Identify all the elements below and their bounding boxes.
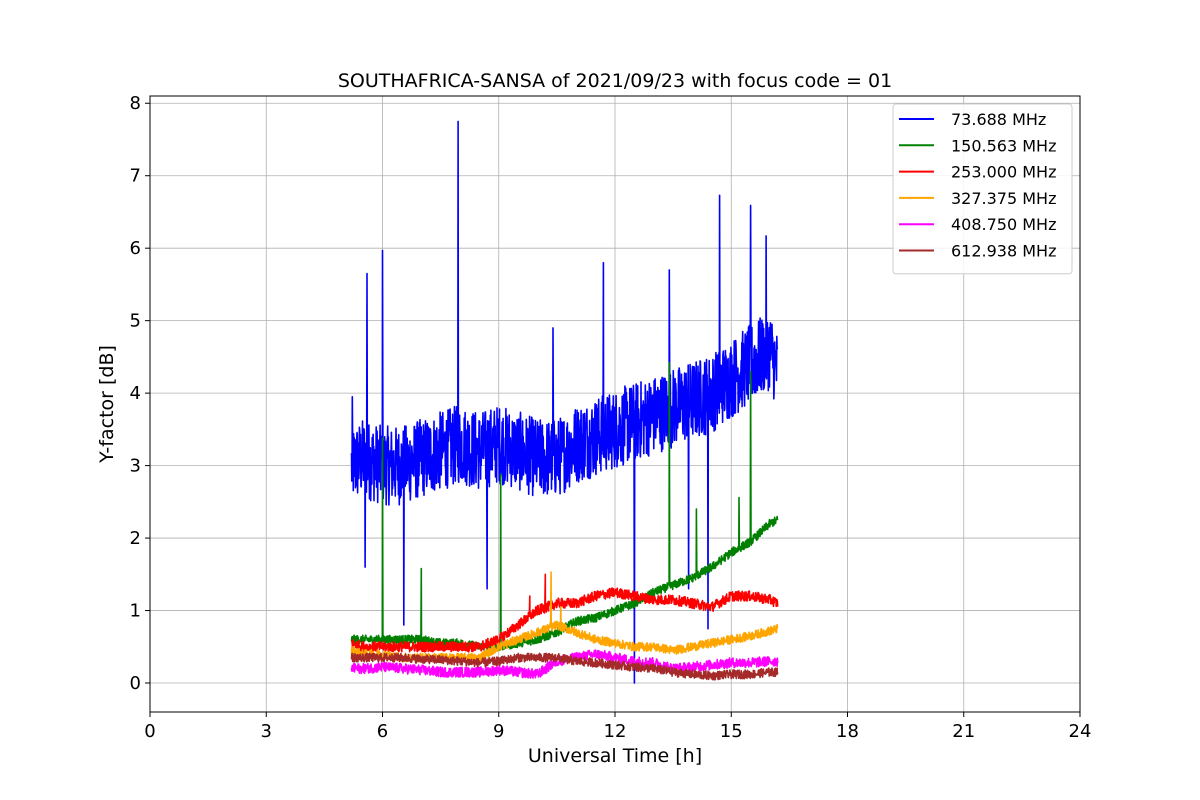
series-line-3 [350, 571, 779, 663]
x-tick-label: 3 [261, 721, 272, 742]
y-tick-label: 2 [130, 528, 141, 549]
chart-title: SOUTHAFRICA-SANSA of 2021/09/23 with foc… [338, 70, 892, 92]
y-axis-label: Y-factor [dB] [96, 345, 118, 464]
legend-label: 253.000 MHz [951, 163, 1056, 182]
legend-label: 73.688 MHz [951, 110, 1046, 129]
x-tick-label: 6 [377, 721, 388, 742]
y-tick-label: 6 [130, 238, 141, 259]
legend-label: 408.750 MHz [951, 215, 1056, 234]
legend-label: 612.938 MHz [951, 242, 1056, 261]
series-line-2 [350, 573, 779, 653]
legend-label: 150.563 MHz [951, 136, 1056, 155]
y-tick-label: 7 [130, 166, 141, 187]
y-tick-label: 0 [130, 673, 141, 694]
y-tick-label: 8 [130, 93, 141, 114]
legend: 73.688 MHz 150.563 MHz 253.000 MHz 327.375 … [892, 103, 1073, 275]
legend-label: 327.375 MHz [951, 189, 1056, 208]
legend-box [892, 103, 1073, 275]
x-tick-label: 24 [1069, 721, 1092, 742]
series-line-5 [350, 652, 779, 681]
x-tick-label: 9 [493, 721, 504, 742]
y-tick-label: 5 [130, 311, 141, 332]
y-tick-label: 1 [130, 601, 141, 622]
x-tick-label: 12 [604, 721, 627, 742]
x-axis-label: Universal Time [h] [528, 745, 702, 767]
x-tick-label: 0 [144, 721, 155, 742]
x-tick-label: 15 [720, 721, 743, 742]
series-line-0 [350, 120, 779, 684]
series-layer [350, 120, 779, 684]
x-tick-label: 21 [952, 721, 975, 742]
y-tick-label: 3 [130, 456, 141, 477]
x-tick-label: 18 [836, 721, 859, 742]
y-tick-label: 4 [130, 383, 141, 404]
